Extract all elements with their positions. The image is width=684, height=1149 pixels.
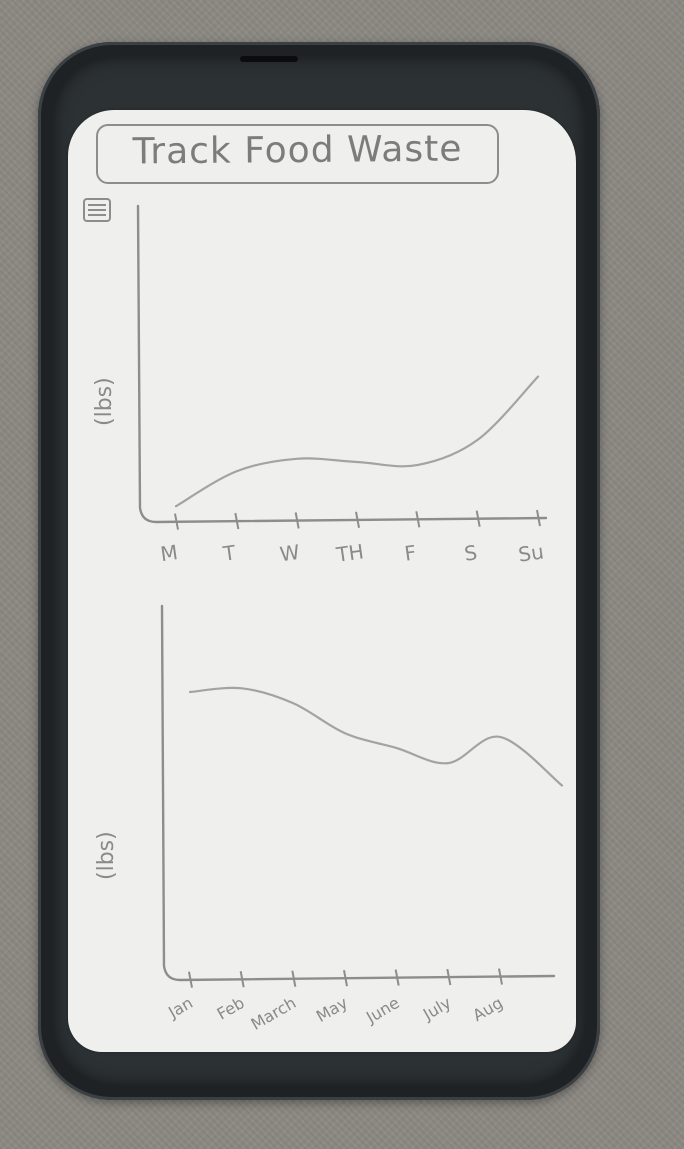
monthly-tick (343, 969, 348, 987)
monthly-tick (498, 968, 503, 985)
weekly-tick (415, 511, 421, 528)
weekly-tick-label: Su (517, 539, 545, 566)
earpiece-speaker (240, 56, 298, 62)
monthly-data-point (240, 687, 243, 690)
weekly-data-point (295, 457, 298, 460)
monthly-tick (291, 970, 297, 987)
paper-prototype-screen: Track Food Waste M T W TH F S Su (lbs) Jan Feb M… (68, 110, 576, 1052)
weekly-data-point (476, 438, 479, 441)
weekly-tick (294, 512, 300, 529)
weekly-tick-label: T (221, 540, 238, 566)
monthly-tick (239, 971, 245, 988)
monthly-series-line (188, 686, 564, 787)
monthly-waste-chart: Jan Feb March May June July Aug (160, 604, 564, 1034)
monthly-tick-label: July (419, 993, 454, 1024)
monthly-tick (394, 969, 400, 986)
monthly-axes (160, 604, 556, 982)
monthly-tick-label: May (313, 993, 351, 1026)
monthly-data-point (292, 702, 295, 705)
monthly-tick-label: Aug (469, 993, 506, 1025)
weekly-tick-label: TH (334, 539, 365, 567)
monthly-data-point (499, 736, 501, 738)
monthly-data-point (189, 691, 191, 693)
weekly-data-point (356, 461, 358, 463)
weekly-data-point (175, 505, 177, 508)
title-bar: Track Food Waste (96, 124, 499, 184)
weekly-tick (536, 509, 541, 527)
weekly-tick (355, 511, 360, 529)
monthly-data-point (344, 732, 346, 735)
monthly-tick-label: Jan (164, 993, 196, 1022)
monthly-data-point (395, 747, 398, 750)
weekly-tick-label: W (278, 540, 301, 567)
monthly-tick (188, 971, 193, 988)
weekly-tick (234, 512, 240, 530)
weekly-data-point (537, 375, 539, 378)
monthly-tick (446, 968, 452, 986)
weekly-tick-label: M (159, 540, 179, 566)
weekly-axes (136, 204, 548, 524)
weekly-data-point (235, 470, 238, 473)
monthly-tick-label: June (362, 993, 403, 1027)
monthly-tick-label: March (248, 993, 300, 1034)
weekly-data-point (416, 464, 419, 467)
monthly-data-point (447, 762, 450, 764)
monthly-tick-label: Feb (214, 993, 248, 1024)
hamburger-menu-icon[interactable] (81, 196, 113, 224)
weekly-tick (174, 513, 179, 530)
weekly-tick (475, 510, 481, 527)
weekly-waste-chart: M T W TH F S Su (136, 204, 548, 567)
monthly-chart-y-label: (lbs) (94, 831, 119, 880)
weekly-tick-label: F (403, 540, 418, 565)
weekly-tick-label: S (463, 540, 479, 566)
